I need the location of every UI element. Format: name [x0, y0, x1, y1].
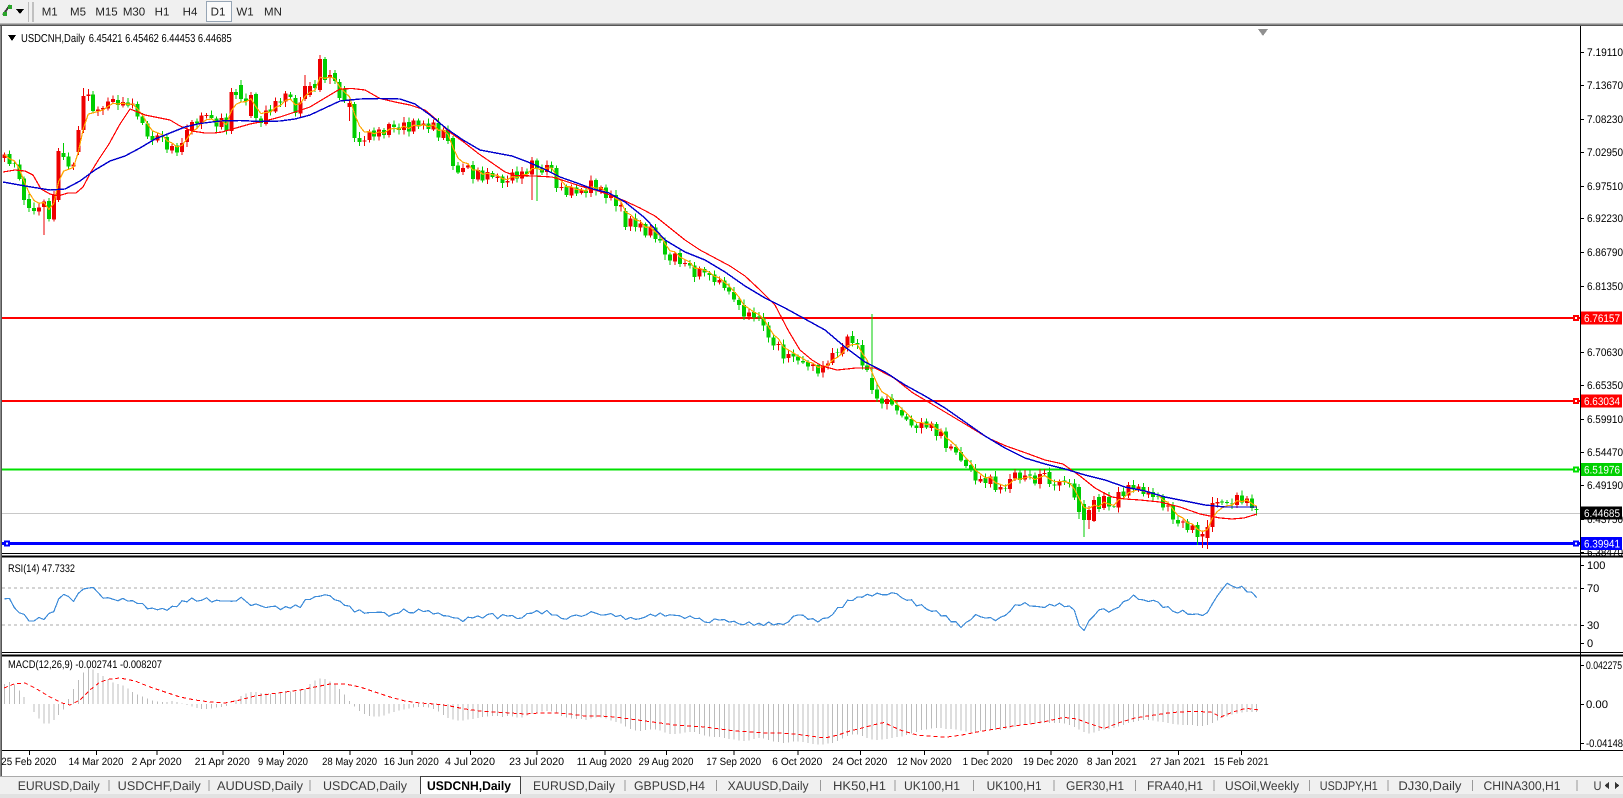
- svg-text:FRA40,H1: FRA40,H1: [1147, 779, 1203, 793]
- svg-text:7.19110: 7.19110: [1587, 47, 1623, 59]
- svg-text:7.13670: 7.13670: [1587, 80, 1623, 92]
- svg-text:U: U: [1594, 779, 1602, 793]
- svg-text:GER30,H1: GER30,H1: [1066, 779, 1124, 793]
- svg-text:7.08230: 7.08230: [1587, 114, 1623, 126]
- svg-text:14 Mar 2020: 14 Mar 2020: [69, 756, 124, 768]
- svg-text:21 Apr 2020: 21 Apr 2020: [195, 756, 250, 768]
- svg-text:25 Feb 2020: 25 Feb 2020: [1, 756, 56, 768]
- svg-text:8 Jan 2021: 8 Jan 2021: [1087, 756, 1137, 768]
- svg-text:M15: M15: [95, 7, 117, 19]
- svg-text:USDCNH,Daily: USDCNH,Daily: [21, 33, 85, 45]
- svg-text:D1: D1: [211, 7, 226, 19]
- svg-text:23 Jul 2020: 23 Jul 2020: [509, 756, 564, 768]
- svg-text:6.86790: 6.86790: [1587, 247, 1623, 259]
- svg-text:6 Oct 2020: 6 Oct 2020: [772, 756, 822, 768]
- svg-text:W1: W1: [236, 7, 253, 19]
- svg-text:USDCHF,Daily: USDCHF,Daily: [118, 779, 202, 793]
- svg-text:6.63034: 6.63034: [1584, 396, 1620, 408]
- svg-text:1 Dec 2020: 1 Dec 2020: [963, 756, 1013, 768]
- svg-text:RSI(14) 47.7332: RSI(14) 47.7332: [8, 563, 75, 575]
- svg-text:17 Sep 2020: 17 Sep 2020: [706, 756, 761, 768]
- svg-text:12 Nov 2020: 12 Nov 2020: [897, 756, 952, 768]
- svg-text:2 Apr 2020: 2 Apr 2020: [132, 756, 182, 768]
- svg-text:M5: M5: [70, 7, 86, 19]
- svg-text:XAUUSD,Daily: XAUUSD,Daily: [728, 779, 810, 793]
- svg-text:0.042275: 0.042275: [1586, 660, 1622, 672]
- svg-text:DJ30,Daily: DJ30,Daily: [1398, 779, 1462, 793]
- svg-text:USDCAD,Daily: USDCAD,Daily: [323, 779, 408, 793]
- svg-text:16 Jun 2020: 16 Jun 2020: [384, 756, 439, 768]
- svg-text:USDCNH,Daily: USDCNH,Daily: [427, 779, 511, 793]
- svg-text:27 Jan 2021: 27 Jan 2021: [1150, 756, 1205, 768]
- svg-text:USDJPY,H1: USDJPY,H1: [1320, 779, 1378, 793]
- svg-text:6.49190: 6.49190: [1587, 480, 1623, 492]
- svg-text:11 Aug 2020: 11 Aug 2020: [577, 756, 632, 768]
- svg-text:EURUSD,Daily: EURUSD,Daily: [18, 779, 101, 793]
- svg-text:9 May 2020: 9 May 2020: [258, 756, 308, 768]
- svg-text:6.97510: 6.97510: [1587, 181, 1623, 193]
- svg-text:UK100,H1: UK100,H1: [987, 779, 1042, 793]
- svg-text:0: 0: [1587, 638, 1593, 650]
- svg-text:6.51976: 6.51976: [1584, 465, 1620, 477]
- svg-text:6.92230: 6.92230: [1587, 213, 1623, 225]
- svg-text:15 Feb 2021: 15 Feb 2021: [1214, 756, 1269, 768]
- svg-text:H1: H1: [155, 7, 170, 19]
- svg-text:6.44685: 6.44685: [1584, 508, 1620, 520]
- svg-text:29 Aug 2020: 29 Aug 2020: [639, 756, 694, 768]
- svg-text:6.81350: 6.81350: [1587, 281, 1623, 293]
- svg-text:HK50,H1: HK50,H1: [833, 779, 886, 793]
- svg-text:USOil,Weekly: USOil,Weekly: [1225, 779, 1300, 793]
- svg-text:24 Oct 2020: 24 Oct 2020: [832, 756, 887, 768]
- svg-text:H4: H4: [183, 7, 198, 19]
- svg-text:-0.04148: -0.04148: [1586, 738, 1623, 750]
- svg-text:6.45421 6.45462 6.44453 6.4468: 6.45421 6.45462 6.44453 6.44685: [89, 33, 232, 45]
- svg-text:MACD(12,26,9) -0.002741 -0.008: MACD(12,26,9) -0.002741 -0.008207: [8, 659, 162, 671]
- svg-text:M30: M30: [123, 7, 145, 19]
- svg-text:6.70630: 6.70630: [1587, 347, 1623, 359]
- svg-text:CHINA300,H1: CHINA300,H1: [1484, 779, 1561, 793]
- svg-text:M1: M1: [42, 7, 58, 19]
- svg-text:28 May 2020: 28 May 2020: [322, 756, 377, 768]
- svg-text:4 Jul 2020: 4 Jul 2020: [445, 756, 495, 768]
- svg-text:19 Dec 2020: 19 Dec 2020: [1023, 756, 1078, 768]
- svg-text:0.00: 0.00: [1586, 699, 1608, 711]
- svg-text:100: 100: [1587, 560, 1605, 572]
- svg-text:7.02950: 7.02950: [1587, 147, 1623, 159]
- svg-text:MN: MN: [264, 7, 282, 19]
- svg-text:GBPUSD,H4: GBPUSD,H4: [634, 779, 705, 793]
- svg-text:AUDUSD,Daily: AUDUSD,Daily: [217, 779, 304, 793]
- svg-text:6.54470: 6.54470: [1587, 447, 1623, 459]
- svg-text:6.65350: 6.65350: [1587, 380, 1623, 392]
- svg-text:70: 70: [1587, 583, 1599, 595]
- svg-text:UK100,H1: UK100,H1: [904, 779, 960, 793]
- svg-text:EURUSD,Daily: EURUSD,Daily: [533, 779, 616, 793]
- svg-text:6.76157: 6.76157: [1584, 313, 1620, 325]
- svg-text:6.59910: 6.59910: [1587, 414, 1623, 426]
- svg-text:30: 30: [1587, 620, 1599, 632]
- svg-text:6.39941: 6.39941: [1584, 539, 1620, 551]
